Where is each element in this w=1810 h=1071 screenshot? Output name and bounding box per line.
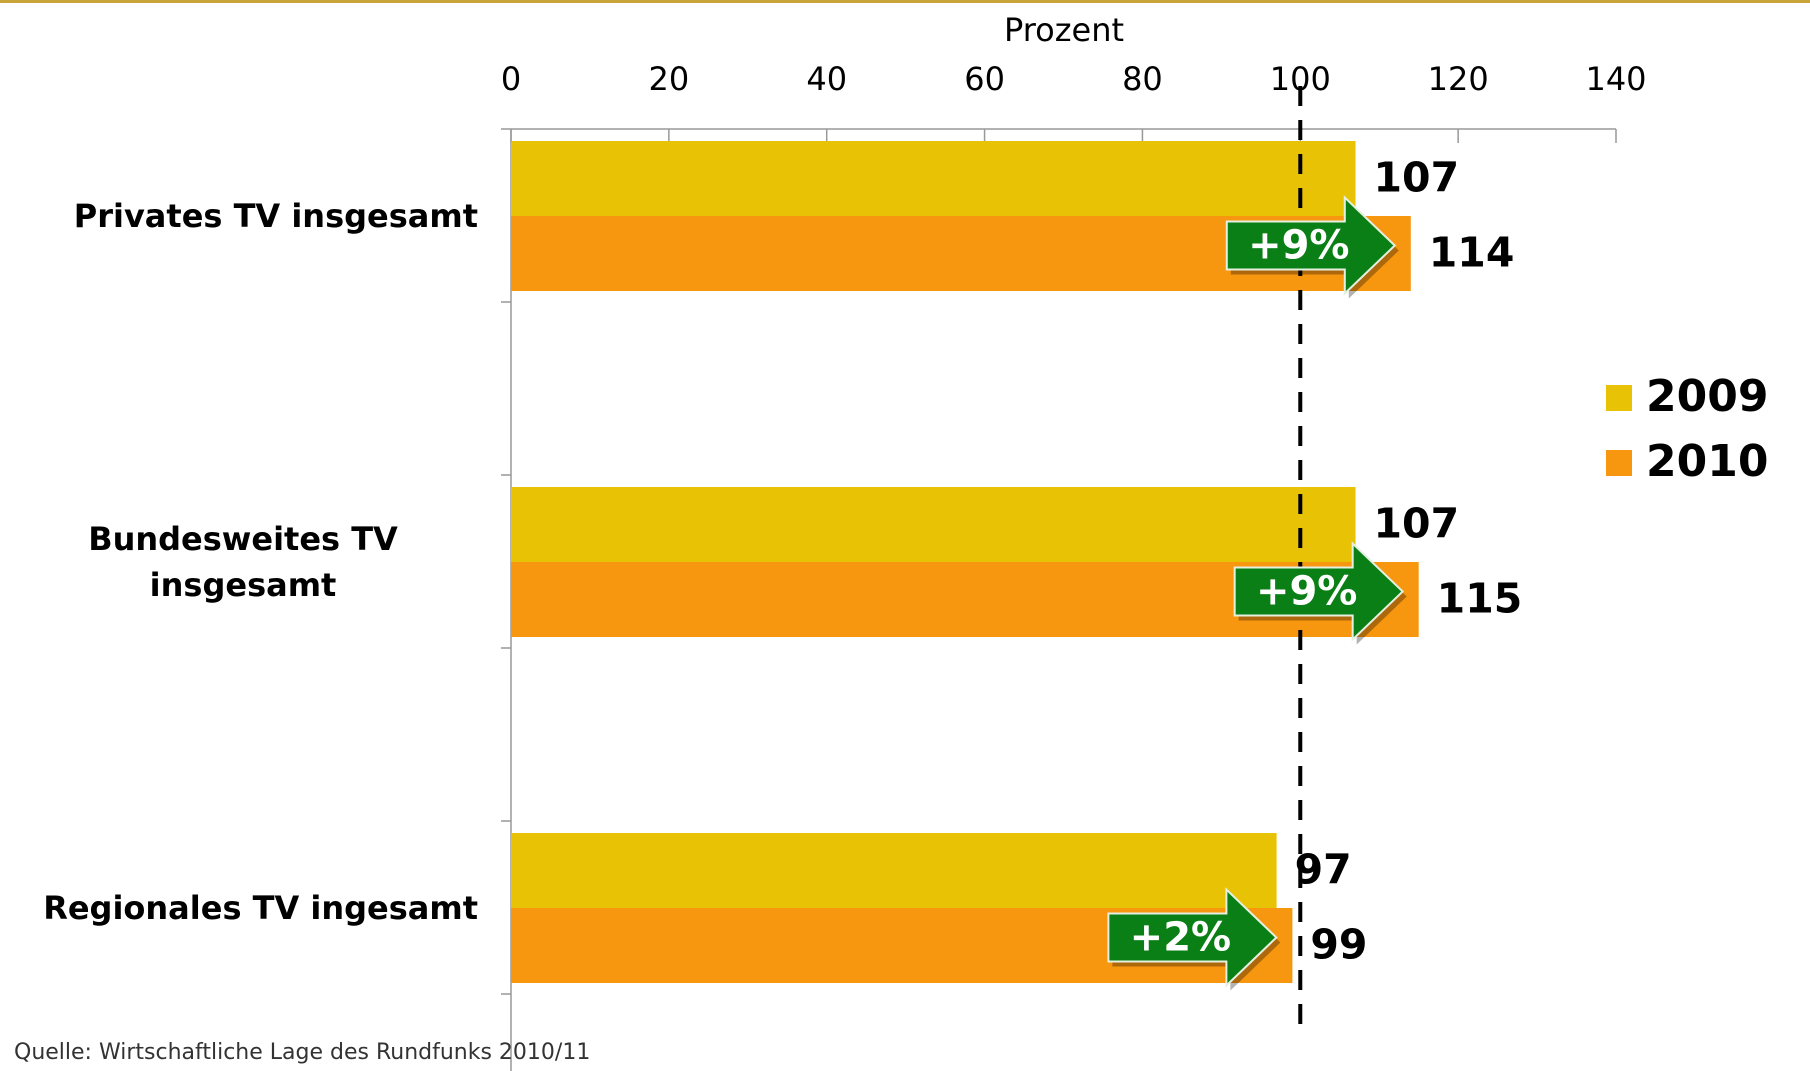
category-label: Regionales TV ingesamt: [8, 833, 478, 983]
x-tick-label: 140: [1585, 60, 1646, 98]
x-tick-label: 20: [648, 60, 689, 98]
legend-swatch: [1606, 385, 1632, 411]
category-text: Privates TV insgesamt: [73, 197, 478, 235]
annotation-arrow: [1107, 887, 1278, 988]
x-tick-label: 120: [1428, 60, 1489, 98]
x-tick-label: 60: [964, 60, 1005, 98]
bar: [511, 833, 1277, 908]
annotation: +9%: [1256, 569, 1357, 615]
category-label: Privates TV insgesamt: [8, 141, 478, 291]
value-label: 115: [1437, 575, 1523, 623]
source: Quelle: Wirtschaftliche Lage des Rundfun…: [14, 1040, 591, 1065]
category-text: Bundesweites TV insgesamt: [88, 520, 398, 604]
category-text: Regionales TV ingesamt: [43, 889, 478, 927]
x-tick-label: 80: [1122, 60, 1163, 98]
annotation-arrow: [1225, 195, 1397, 296]
value-label: 107: [1374, 154, 1460, 202]
x-axis-label: Prozent: [1004, 11, 1124, 49]
top-border: [0, 0, 1810, 3]
value-label: 99: [1310, 921, 1367, 969]
legend-label: 2009: [1646, 371, 1768, 422]
annotation-arrow: [1233, 541, 1405, 642]
value-label: 97: [1295, 846, 1352, 894]
value-label: 114: [1429, 229, 1515, 277]
bar: [511, 141, 1356, 216]
annotation: +2%: [1130, 915, 1231, 961]
x-tick-label: 0: [501, 60, 521, 98]
category-label: Bundesweites TV insgesamt: [8, 487, 478, 637]
legend-swatch: [1606, 450, 1632, 476]
value-label: 107: [1374, 500, 1460, 548]
bar: [511, 487, 1356, 562]
annotation: +9%: [1248, 223, 1349, 269]
x-tick-label: 40: [806, 60, 847, 98]
legend-label: 2010: [1646, 436, 1768, 487]
